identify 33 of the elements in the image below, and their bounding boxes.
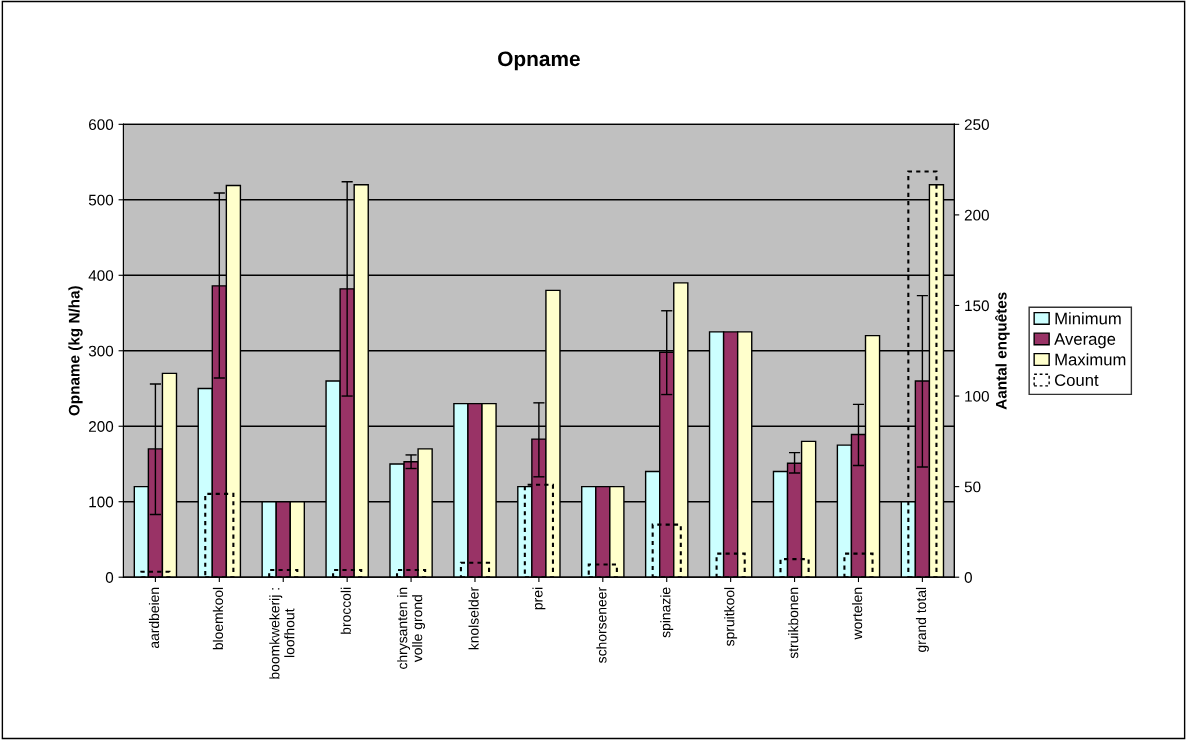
x-tick-label: prei <box>532 587 546 610</box>
x-tick-label: chrysanten in volle grond <box>397 587 426 669</box>
x-tick-label: knolselder <box>468 587 479 650</box>
chart-title: Opname <box>498 51 580 71</box>
x-tick-label: struikbonen <box>788 587 799 659</box>
y2-tick-label: 200 <box>964 209 989 221</box>
legend-label: Average <box>1054 333 1116 349</box>
y-tick-label: 300 <box>88 345 114 357</box>
y2-tick-label: 150 <box>965 300 989 312</box>
y-tick-label: 500 <box>88 194 114 206</box>
y2-axis-title: Aantal enquêtes <box>995 292 1010 410</box>
y2-tick-label: 50 <box>964 481 981 493</box>
y-tick-label: 200 <box>89 421 114 432</box>
x-tick-label: grand total <box>915 587 929 652</box>
y-tick-label: 400 <box>88 270 114 281</box>
y-axis-title: Opname (kg N/ha) <box>68 286 83 416</box>
y-tick-label: 100 <box>89 496 114 508</box>
y2-tick-label: 100 <box>965 390 989 402</box>
x-tick-label: spinazie <box>660 587 674 638</box>
x-tick-label: wortelen <box>852 587 863 640</box>
legend-label: Count <box>1055 374 1099 387</box>
y2-tick-label: 0 <box>964 572 972 583</box>
x-tick-label: spruitkool <box>724 587 738 646</box>
y2-tick-label: 250 <box>964 119 989 131</box>
legend-label: Maximum <box>1055 353 1126 366</box>
x-tick-label: bloemkool <box>212 587 224 650</box>
x-tick-label: broccoli <box>340 587 351 634</box>
legend-label: Minimum <box>1055 312 1121 325</box>
x-tick-label: boomkwekerij : loofhout <box>269 588 295 679</box>
y-tick-label: 0 <box>105 572 114 583</box>
y-tick-label: 600 <box>89 119 114 131</box>
x-tick-label: schorseneer <box>596 587 607 663</box>
x-tick-label: aardbeien <box>148 587 160 649</box>
